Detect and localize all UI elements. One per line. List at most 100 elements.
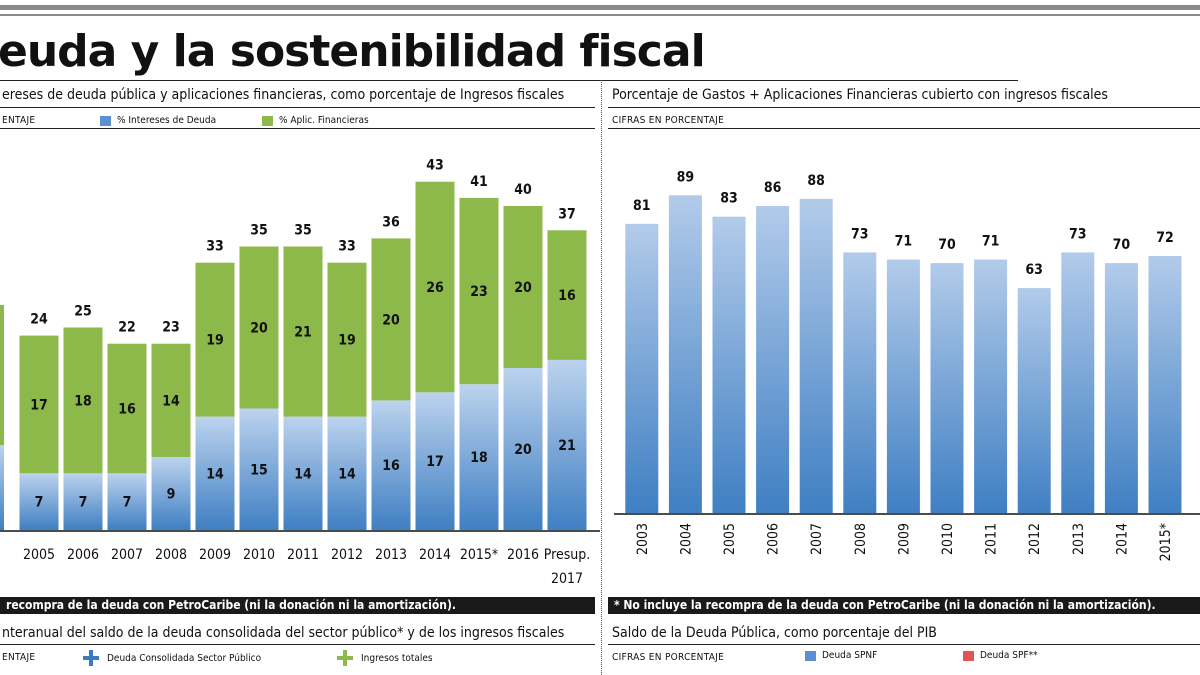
x-tick-2010: 2010: [940, 523, 956, 555]
x-tick-2016: 2016: [507, 547, 539, 563]
left-chart-subtitle: ereses de deuda pública y aplicaciones f…: [2, 87, 565, 103]
x-tick-2015*: 2015*: [460, 547, 498, 563]
bar-intereses-2008: [151, 457, 191, 530]
left-caption-rule: [0, 128, 595, 129]
cross-marker-blue-icon: [83, 650, 99, 666]
cross-marker-green-icon: [337, 650, 353, 666]
label-aplic-2014: 26: [426, 280, 444, 296]
label-total-2016: 40: [514, 182, 532, 198]
bar-intereses-partial: [0, 445, 4, 530]
bar-intereses-2005: [19, 473, 59, 530]
bar-intereses-2015*: [459, 384, 499, 530]
legend-deuda-spnf: Deuda SPNF: [805, 650, 877, 661]
legend-swatch-spf: [963, 650, 974, 661]
x-tick-2010: 2010: [243, 547, 275, 563]
label-2005: 83: [720, 191, 738, 207]
bar-intereses-2014: [415, 392, 455, 530]
label-total-2011: 35: [294, 223, 312, 239]
x-tick-2006: 2006: [766, 523, 782, 555]
label-total-2015*: 41: [470, 174, 488, 190]
x-tick-2005: 2005: [23, 547, 55, 563]
bar-aplic-2015*: [459, 197, 499, 385]
x-tick-2012: 2012: [331, 547, 363, 563]
left-units-label: ENTAJE: [2, 115, 36, 126]
x-tick-2011: 2011: [984, 523, 1000, 555]
x-tick-2005: 2005: [722, 523, 738, 555]
bar-2007: [799, 198, 833, 513]
title-underline: [0, 80, 1018, 81]
x-tick-2008: 2008: [853, 523, 869, 555]
label-intereses-2006: 7: [79, 495, 88, 511]
legend-label-deuda-consolidada: Deuda Consolidada Sector Público: [107, 652, 262, 664]
label-intereses-Presup. 2017: 21: [558, 438, 576, 454]
x-tick-2015*: 2015*: [1158, 523, 1174, 561]
bar-aplic-2010: [239, 246, 279, 409]
bar-intereses-2007: [107, 473, 147, 530]
right-footnote: * No incluye la recompra de la deuda con…: [608, 597, 1200, 614]
label-intereses-2014: 17: [426, 454, 444, 470]
bottom-right-rule: [608, 644, 1200, 645]
label-aplic-2010: 20: [250, 321, 268, 337]
bar-2003: [625, 223, 659, 513]
left-subtitle-rule: [0, 107, 595, 108]
left-footnote: recompra de la deuda con PetroCaribe (ni…: [0, 597, 595, 614]
x-tick-2011: 2011: [287, 547, 319, 563]
bar-2010: [930, 263, 964, 513]
bar-intereses-2016: [503, 368, 543, 530]
label-aplic-2011: 21: [294, 325, 312, 341]
legend-label-intereses: % Intereses de Deuda: [117, 115, 217, 126]
bar-2005: [712, 216, 746, 513]
panel-divider: [601, 80, 602, 675]
label-2014: 70: [1113, 237, 1131, 253]
bar-intereses-Presup. 2017: [547, 359, 587, 530]
legend-label-spf: Deuda SPF**: [980, 650, 1038, 661]
right-caption-rule: [608, 128, 1200, 129]
label-intereses-2005: 7: [35, 495, 44, 511]
label-aplic-2007: 16: [118, 402, 136, 418]
legend-label-ingresos-totales: Ingresos totales: [361, 652, 433, 664]
label-2015*: 72: [1156, 230, 1174, 246]
label-total-Presup. 2017: 37: [558, 206, 576, 222]
label-aplic-Presup. 2017: 16: [558, 288, 576, 304]
x-tick-2007: 2007: [111, 547, 143, 563]
label-total-2013: 36: [382, 214, 400, 230]
bar-intereses-2013: [371, 400, 411, 530]
legend-swatch-spnf: [805, 650, 816, 661]
label-total-2008: 23: [162, 320, 180, 336]
bar-aplic-2016: [503, 206, 543, 368]
bar-intereses-2009: [195, 416, 235, 530]
bar-aplic-2013: [371, 238, 411, 401]
bar-aplic-2006: [63, 327, 103, 474]
label-intereses-2012: 14: [338, 466, 356, 482]
label-2003: 81: [633, 198, 651, 214]
label-aplic-2005: 17: [30, 397, 48, 413]
label-intereses-2016: 20: [514, 442, 532, 458]
legend-intereses-deuda: % Intereses de Deuda: [100, 115, 216, 126]
x-tick-Presup. 2017-line2: 2017: [551, 571, 583, 587]
legend-ingresos-totales: Ingresos totales: [337, 650, 433, 666]
bar-aplic-2009: [195, 262, 235, 417]
label-total-2010: 35: [250, 223, 268, 239]
bar-aplic-2012: [327, 262, 367, 417]
bar-intereses-2011: [283, 416, 323, 530]
bar-aplic-2014: [415, 181, 455, 393]
x-tick-2013: 2013: [1071, 523, 1087, 555]
bar-aplic-partial: [0, 305, 4, 445]
label-aplic-2012: 19: [338, 333, 356, 349]
x-tick-2008: 2008: [155, 547, 187, 563]
label-intereses-2013: 16: [382, 458, 400, 474]
x-tick-2007: 2007: [809, 523, 825, 555]
label-aplic-2015*: 23: [470, 284, 488, 300]
bar-2008: [843, 252, 877, 513]
right-subtitle-rule: [608, 107, 1200, 108]
bottom-left-units-label: ENTAJE: [2, 652, 36, 663]
bar-2006: [756, 205, 790, 513]
x-tick-2003: 2003: [635, 523, 651, 555]
label-intereses-2011: 14: [294, 466, 312, 482]
label-total-2007: 22: [118, 320, 136, 336]
label-2011: 71: [982, 234, 1000, 250]
bar-aplic-2007: [107, 343, 147, 474]
label-aplic-2008: 14: [162, 393, 180, 409]
label-total-2012: 33: [338, 239, 356, 255]
bar-2014: [1104, 263, 1138, 513]
